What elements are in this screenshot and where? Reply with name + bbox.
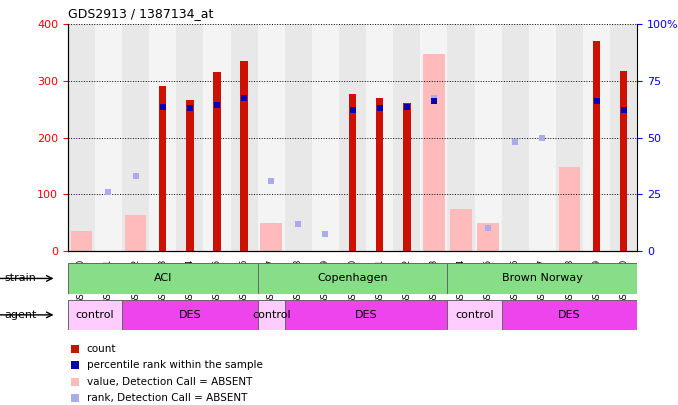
Text: value, Detection Call = ABSENT: value, Detection Call = ABSENT	[87, 377, 252, 387]
Bar	[258, 24, 285, 251]
Text: agent: agent	[4, 310, 37, 320]
Text: rank, Detection Call = ABSENT: rank, Detection Call = ABSENT	[87, 393, 247, 403]
Point	[483, 225, 494, 232]
Bar	[68, 24, 95, 251]
Point	[212, 102, 222, 109]
Point	[428, 95, 439, 101]
Bar	[477, 223, 499, 251]
Bar	[176, 24, 203, 251]
Bar	[475, 24, 502, 251]
Point	[69, 345, 80, 352]
Bar	[339, 24, 366, 251]
Point	[69, 395, 80, 401]
Point	[510, 139, 521, 145]
Point	[320, 230, 331, 237]
Bar	[502, 24, 529, 251]
Bar	[285, 24, 312, 251]
Bar	[122, 24, 149, 251]
Bar	[447, 24, 475, 251]
Text: Copenhagen: Copenhagen	[317, 273, 388, 283]
Text: DES: DES	[178, 310, 201, 320]
Point	[266, 178, 277, 185]
Text: control: control	[456, 310, 494, 320]
Bar	[610, 24, 637, 251]
Bar	[125, 215, 146, 251]
Text: ACI: ACI	[153, 273, 172, 283]
Bar	[71, 231, 92, 251]
Bar	[447, 300, 502, 330]
Point	[618, 107, 629, 114]
Text: DES: DES	[558, 310, 581, 320]
Bar	[366, 24, 393, 251]
Bar	[559, 167, 580, 251]
Text: DES: DES	[355, 310, 378, 320]
Bar	[447, 263, 637, 294]
Bar	[393, 24, 420, 251]
Text: strain: strain	[5, 273, 37, 283]
Bar	[213, 72, 221, 251]
Text: count: count	[87, 343, 116, 354]
Bar	[403, 102, 411, 251]
Bar	[260, 223, 282, 251]
Bar	[231, 24, 258, 251]
Bar	[423, 54, 445, 251]
Point	[347, 107, 358, 113]
Bar	[502, 300, 637, 330]
Bar	[95, 24, 122, 251]
Bar	[420, 24, 447, 251]
Point	[537, 134, 548, 141]
Point	[428, 98, 439, 104]
Bar	[240, 61, 248, 251]
Bar	[556, 24, 583, 251]
Bar	[593, 41, 600, 251]
Point	[591, 98, 602, 104]
Point	[103, 188, 114, 195]
Bar	[203, 24, 231, 251]
Bar	[149, 24, 176, 251]
Point	[401, 103, 412, 110]
Point	[184, 105, 195, 111]
Point	[293, 221, 304, 228]
Bar	[285, 300, 447, 330]
Point	[239, 95, 250, 101]
Bar	[258, 263, 447, 294]
Point	[69, 378, 80, 385]
Bar	[68, 300, 122, 330]
Bar	[258, 300, 285, 330]
Bar	[68, 263, 258, 294]
Text: Brown Norway: Brown Norway	[502, 273, 583, 283]
Point	[130, 173, 141, 179]
Bar	[376, 98, 384, 251]
Point	[374, 104, 385, 111]
Bar	[583, 24, 610, 251]
Bar	[122, 300, 258, 330]
Text: GDS2913 / 1387134_at: GDS2913 / 1387134_at	[68, 7, 213, 20]
Point	[69, 362, 80, 368]
Bar	[159, 85, 166, 251]
Bar	[529, 24, 556, 251]
Bar	[620, 71, 627, 251]
Point	[157, 103, 168, 110]
Text: control: control	[252, 310, 290, 320]
Bar	[349, 94, 357, 251]
Text: control: control	[76, 310, 114, 320]
Bar	[312, 24, 339, 251]
Bar	[186, 100, 194, 251]
Text: percentile rank within the sample: percentile rank within the sample	[87, 360, 262, 370]
Bar	[450, 209, 472, 251]
